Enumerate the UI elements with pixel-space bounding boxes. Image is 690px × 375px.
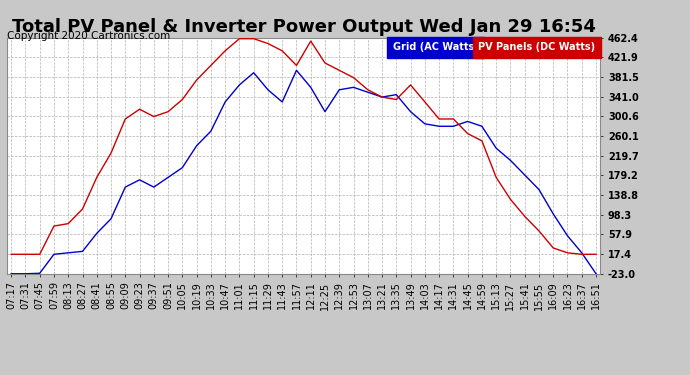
Legend: Grid (AC Watts), PV Panels (DC Watts): Grid (AC Watts), PV Panels (DC Watts) — [390, 39, 598, 55]
Title: Total PV Panel & Inverter Power Output Wed Jan 29 16:54: Total PV Panel & Inverter Power Output W… — [12, 18, 595, 36]
Text: Copyright 2020 Cartronics.com: Copyright 2020 Cartronics.com — [7, 32, 170, 41]
